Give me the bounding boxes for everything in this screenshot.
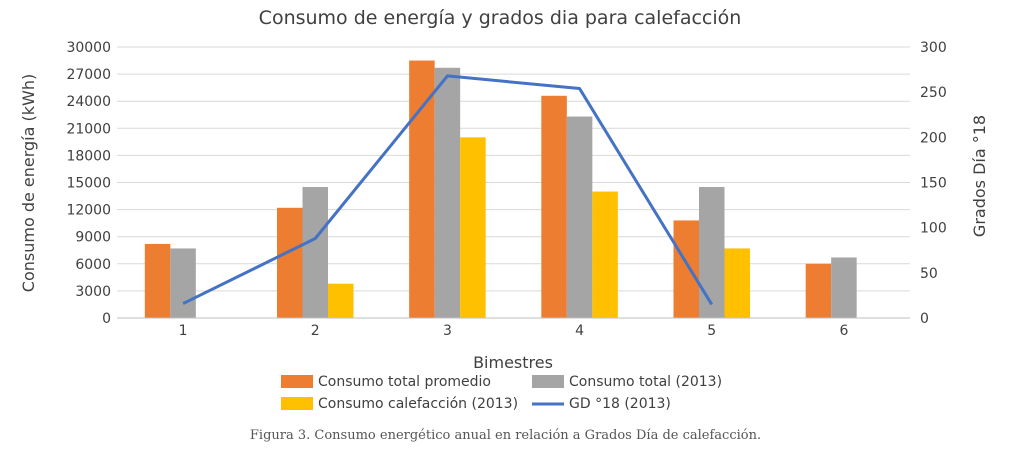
y2-tick-label: 50 — [920, 266, 938, 282]
bar — [724, 248, 750, 318]
y-tick-label: 21000 — [66, 121, 111, 137]
y2-tick-label: 100 — [920, 221, 947, 237]
y-tick-label: 6000 — [75, 257, 111, 273]
chart: 0300060009000120001500018000210002400027… — [19, 7, 989, 412]
gridlines — [117, 46, 910, 292]
series-line — [182, 74, 714, 306]
legend: Consumo total promedio Consumo total (201… — [281, 374, 722, 412]
x-tick-label: 1 — [179, 323, 188, 339]
y-tick-label: 3000 — [75, 284, 111, 300]
legend-swatch — [281, 375, 313, 388]
bar — [566, 116, 593, 318]
axes: 0300060009000120001500018000210002400027… — [66, 40, 946, 339]
legend-swatch — [281, 397, 313, 410]
bar — [541, 95, 567, 318]
bar — [805, 263, 832, 318]
y2-tick-label: 0 — [920, 311, 929, 327]
y2-tick-label: 150 — [920, 176, 947, 192]
chart-title: Consumo de energía y grados dia para cal… — [259, 7, 742, 29]
bar — [831, 257, 857, 318]
y2-tick-label: 200 — [920, 130, 947, 146]
y-tick-label: 9000 — [75, 230, 111, 246]
y-tick-label: 18000 — [66, 148, 111, 164]
bars — [144, 60, 857, 319]
legend-label: Consumo calefacción (2013) — [318, 396, 518, 412]
y-tick-label: 27000 — [66, 67, 111, 83]
y-axis-label: Consumo de energía (kWh) — [19, 74, 38, 292]
y2-axis-label: Grados Día °18 — [970, 115, 989, 237]
x-tick-label: 3 — [443, 323, 452, 339]
bar — [434, 67, 461, 318]
x-axis-label: Bimestres — [473, 353, 553, 372]
bar — [699, 187, 725, 318]
y2-tick-label: 250 — [920, 85, 947, 101]
bar — [170, 248, 196, 318]
bar — [144, 243, 171, 318]
y-tick-label: 15000 — [66, 176, 111, 192]
y-tick-label: 0 — [102, 311, 111, 327]
y-tick-label: 30000 — [66, 40, 111, 56]
y-tick-label: 24000 — [66, 94, 111, 110]
legend-label: GD °18 (2013) — [569, 396, 671, 412]
x-tick-label: 2 — [311, 323, 320, 339]
bar — [328, 283, 354, 318]
x-tick-label: 6 — [839, 323, 848, 339]
y2-tick-label: 300 — [920, 40, 947, 56]
y-tick-label: 12000 — [66, 203, 111, 219]
bar — [409, 60, 435, 319]
line-series — [182, 74, 714, 306]
bar — [673, 220, 699, 318]
bar — [277, 207, 303, 318]
x-tick-label: 5 — [707, 323, 716, 339]
figure-caption: Figura 3. Consumo energético anual en re… — [249, 428, 762, 443]
x-tick-label: 4 — [575, 323, 584, 339]
legend-label: Consumo total (2013) — [569, 374, 722, 390]
legend-swatch — [532, 375, 564, 388]
legend-label: Consumo total promedio — [318, 374, 491, 390]
bar — [460, 137, 486, 318]
bar — [302, 187, 328, 318]
bar — [592, 191, 618, 318]
